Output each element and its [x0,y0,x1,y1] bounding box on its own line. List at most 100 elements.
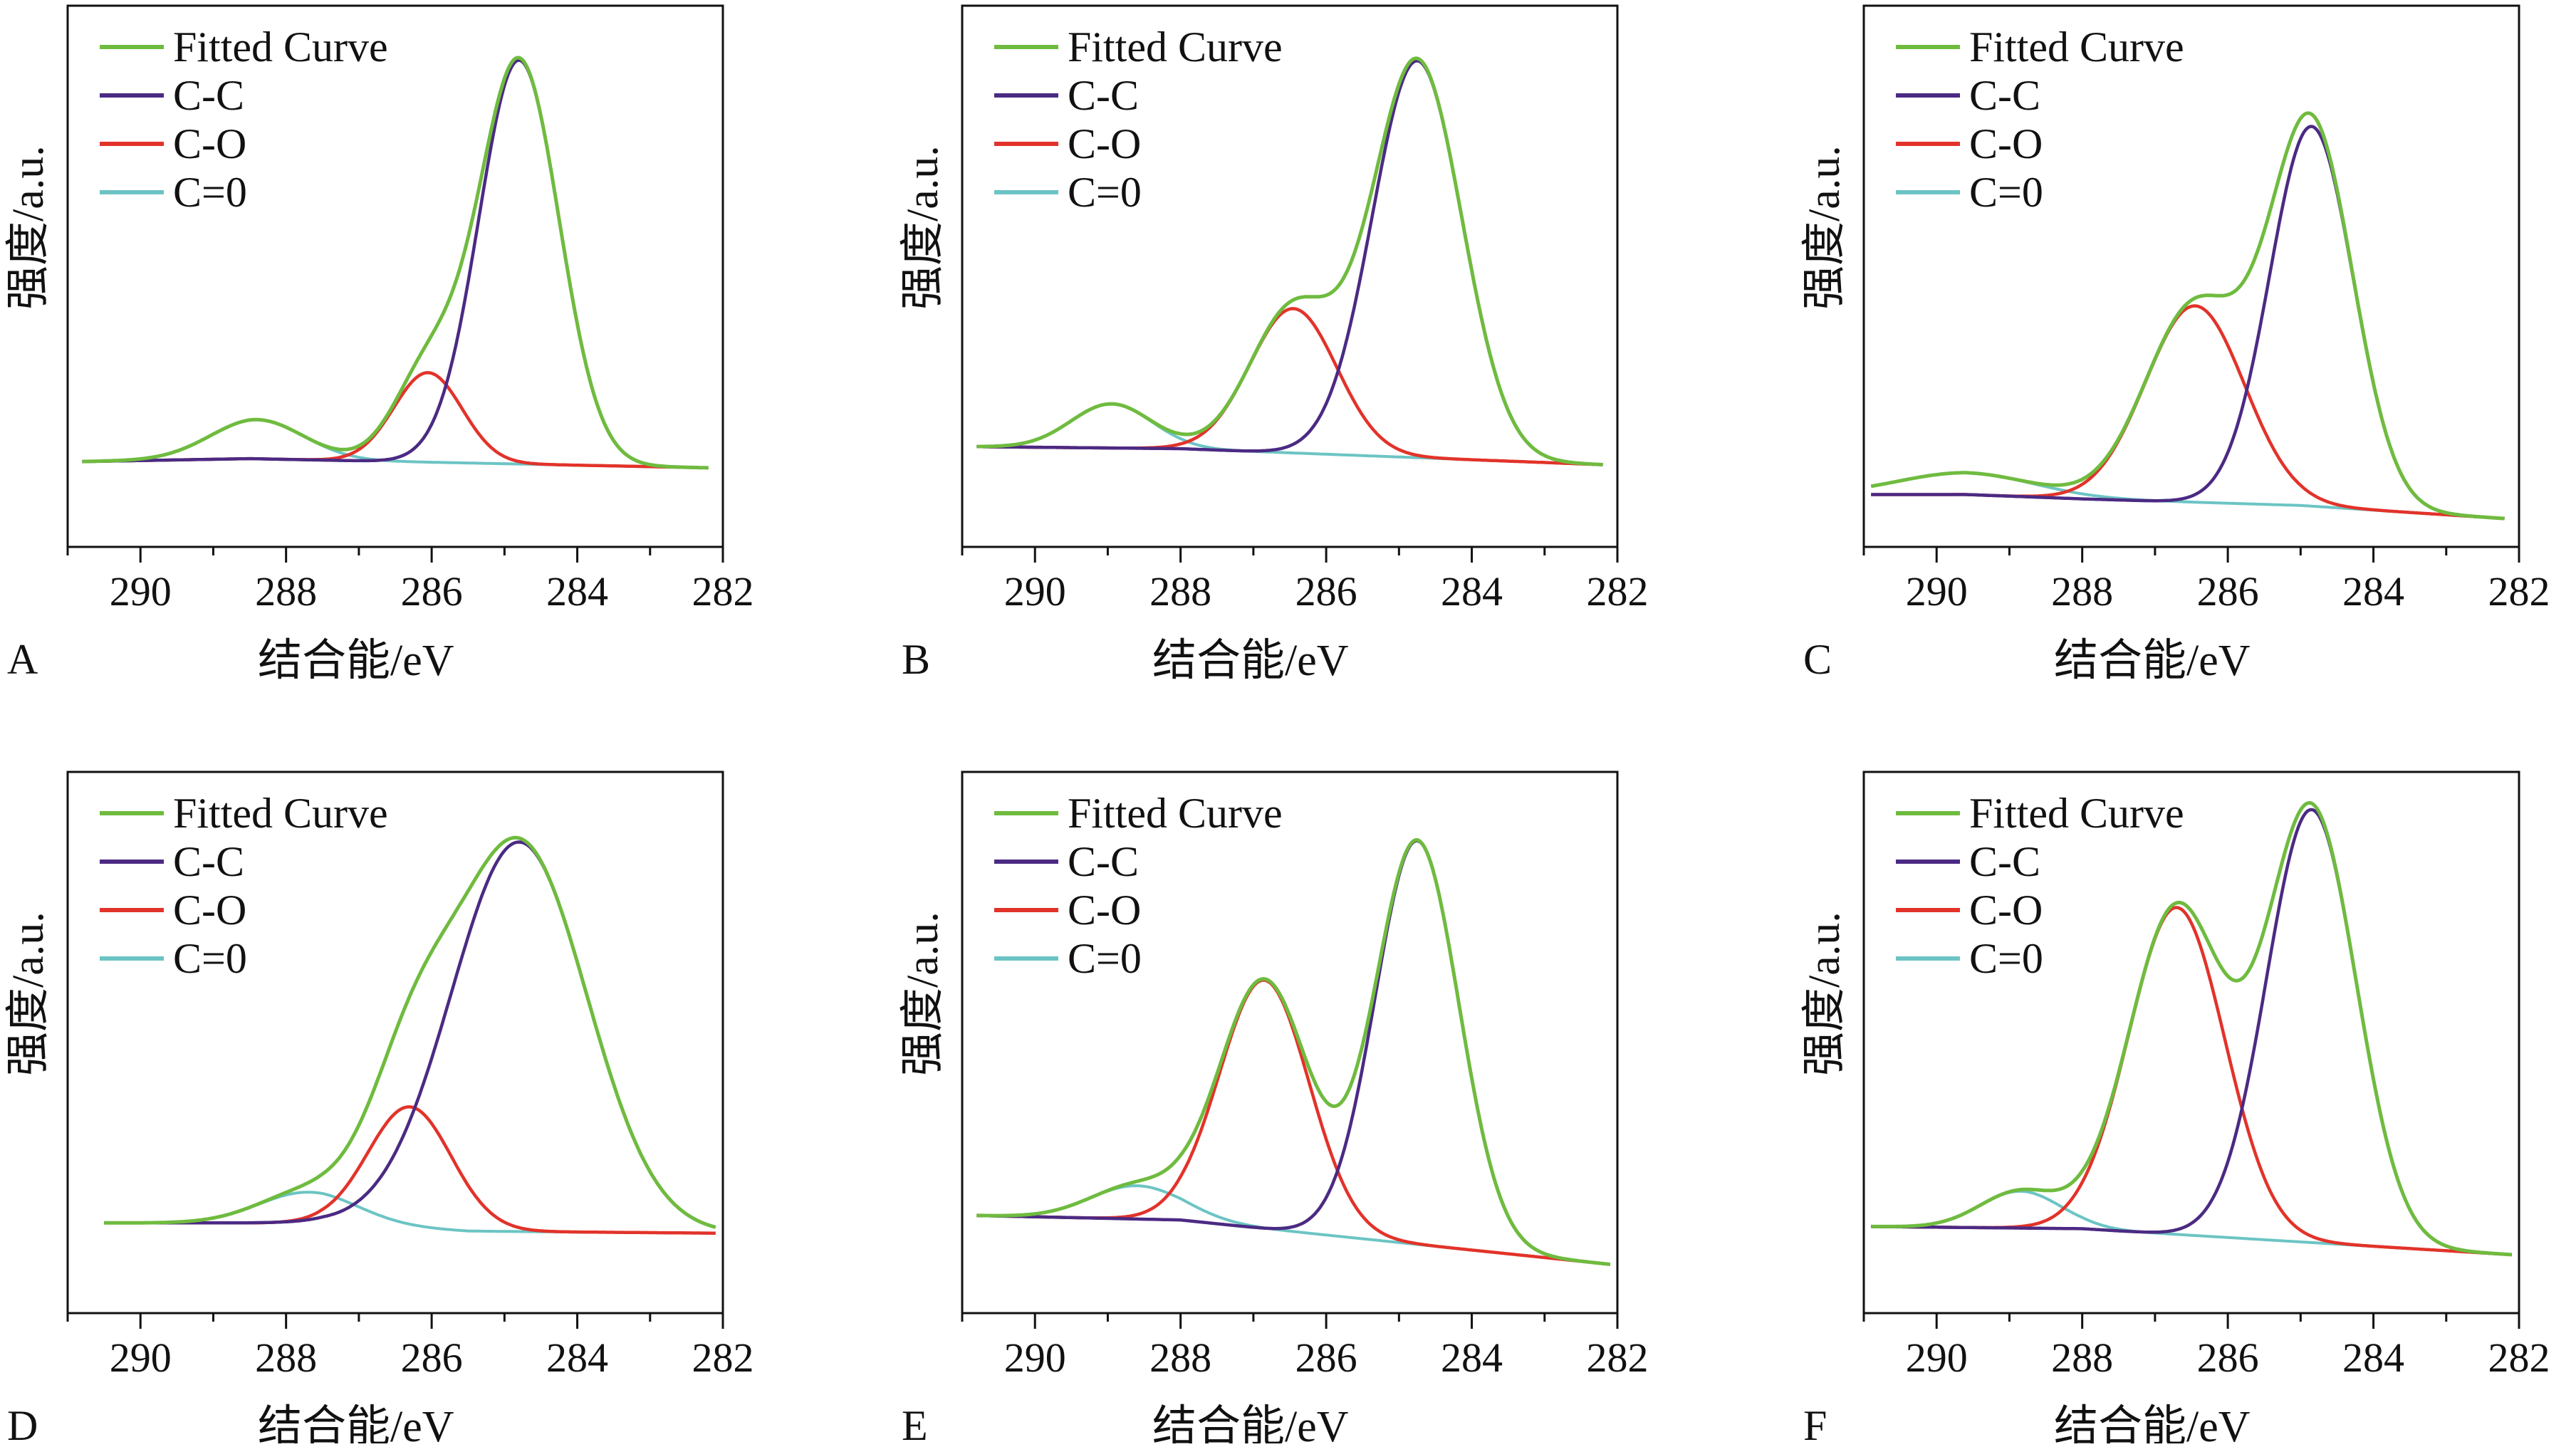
panel-label: C [1803,636,1832,683]
x-tick-label: 288 [1149,1334,1211,1381]
x-tick-label: 290 [1004,568,1066,615]
legend-label-co: C-O [1068,887,1141,934]
series-line-cc [1871,125,2505,521]
legend-label-c0: C=0 [1969,935,2043,982]
chart-panel-c: 290 288 286 284 282 结合能/eV 强度/a.u. C Fitted Curv… [1800,4,2550,685]
x-tick-label: 284 [2342,1334,2404,1381]
series-line-fitted [1871,800,2512,1257]
x-tick-label: 284 [2342,568,2404,615]
legend-label-co: C-O [173,120,246,167]
panel-label: F [1803,1402,1827,1443]
series-line-c0 [104,1191,716,1235]
chart-panel-b: 290 288 286 284 282 结合能/eV 强度/a.u. B Fitted Curv… [899,4,1649,685]
panel-label: B [902,636,930,683]
legend-label-fitted: Fitted Curve [1969,790,2184,837]
x-tick-label: 282 [2488,568,2550,615]
x-axis-title: 结合能/eV [2054,1403,2251,1443]
x-tick-label: 290 [1004,1334,1066,1381]
series-line-cc [1871,808,2512,1257]
legend-label-co: C-O [1969,887,2043,934]
plot-frame [66,770,724,1315]
chart-panel-f: 290 288 286 284 282 结合能/eV 强度/a.u. F Fitted Curv… [1800,770,2550,1447]
legend-label-co: C-O [1068,120,1141,167]
x-tick-label: 282 [692,1334,754,1381]
chart-panel-d: 290 288 286 284 282 结合能/eV 强度/a.u. D Fitted Curv… [4,770,754,1447]
y-axis-title: 强度/a.u. [4,911,53,1076]
series-line-co [104,1105,716,1235]
series-line-co [1871,906,2512,1257]
x-tick-label: 290 [110,1334,172,1381]
legend-label-c0: C=0 [173,935,247,982]
panel-label: A [7,636,38,683]
legend-label-cc: C-C [173,838,244,885]
plot-frame [1862,770,2520,1315]
legend-label-fitted: Fitted Curve [173,23,388,70]
legend-label-c0: C=0 [1969,169,2043,216]
x-tick-label: 282 [1587,1334,1649,1381]
x-axis-title: 结合能/eV [1152,1403,1349,1443]
x-tick-label: 286 [1295,1334,1357,1381]
x-tick-label: 286 [2197,568,2259,615]
series-line-fitted [976,56,1603,466]
series-line-co [82,371,709,470]
y-axis-title: 强度/a.u. [899,145,947,310]
x-tick-label: 288 [2051,1334,2113,1381]
legend-label-co: C-O [173,887,246,934]
x-tick-label: 290 [1906,568,1968,615]
series-line-co [976,307,1603,466]
x-tick-label: 286 [1295,568,1357,615]
x-tick-label: 290 [1906,1334,1968,1381]
legend-label-fitted: Fitted Curve [1068,790,1283,837]
legend-label-cc: C-C [173,72,244,119]
legend-label-cc: C-C [1969,72,2040,119]
x-tick-label: 290 [110,568,172,615]
x-tick-label: 282 [1587,568,1649,615]
plot-frame [1862,4,2520,548]
y-axis-title: 强度/a.u. [1800,145,1849,310]
x-tick-label: 284 [1441,1334,1503,1381]
x-tick-label: 286 [401,1334,463,1381]
x-tick-label: 288 [1149,568,1211,615]
legend-label-c0: C=0 [1068,169,1142,216]
x-tick-label: 284 [546,1334,608,1381]
legend-label-cc: C-C [1068,72,1139,119]
x-tick-label: 284 [1441,568,1503,615]
x-tick-label: 288 [255,568,317,615]
legend-label-cc: C-C [1969,838,2040,885]
series-line-fitted [82,56,709,470]
legend-label-fitted: Fitted Curve [173,790,388,837]
x-tick-label: 282 [2488,1334,2550,1381]
y-axis-title: 强度/a.u. [899,911,947,1076]
chart-panel-a: 290 288 286 284 282 结合能/eV 强度/a.u. A Fitted Curv… [4,4,754,685]
series-line-fitted [104,835,716,1229]
x-axis-title: 结合能/eV [1152,637,1349,685]
chart-panel-e: 290 288 286 284 282 结合能/eV 强度/a.u. E Fitted Curv… [899,770,1649,1447]
plot-frame [961,4,1619,548]
legend-label-fitted: Fitted Curve [1068,23,1283,70]
series-line-fitted [976,838,1611,1266]
x-tick-label: 288 [255,1334,317,1381]
legend-label-c0: C=0 [1068,935,1142,982]
legend-label-fitted: Fitted Curve [1969,23,2184,70]
panel-label: E [902,1402,928,1443]
legend-label-cc: C-C [1068,838,1139,885]
x-tick-label: 286 [401,568,463,615]
plot-frame [961,770,1619,1315]
plot-frame [66,4,724,548]
y-axis-title: 强度/a.u. [1800,911,1849,1076]
x-tick-label: 282 [692,568,754,615]
series-line-fitted [1870,111,2505,521]
y-axis-title: 强度/a.u. [4,145,53,310]
panel-label: D [7,1402,38,1443]
x-tick-label: 286 [2197,1334,2259,1381]
x-tick-label: 284 [546,568,608,615]
x-axis-title: 结合能/eV [258,1403,454,1443]
